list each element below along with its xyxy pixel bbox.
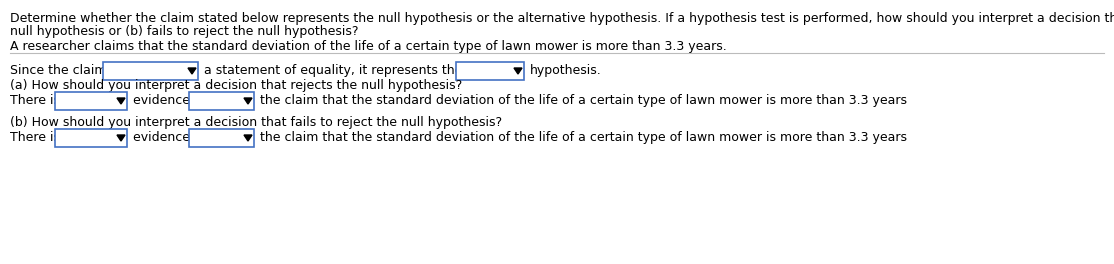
Text: (b) How should you interpret a decision that fails to reject the null hypothesis: (b) How should you interpret a decision … (10, 116, 502, 129)
FancyBboxPatch shape (55, 129, 127, 147)
Text: A researcher claims that the standard deviation of the life of a certain type of: A researcher claims that the standard de… (10, 40, 726, 53)
Text: There is: There is (10, 131, 60, 144)
Text: null hypothesis or (b) fails to reject the null hypothesis?: null hypothesis or (b) fails to reject t… (10, 25, 359, 38)
FancyBboxPatch shape (189, 92, 254, 110)
Text: the claim that the standard deviation of the life of a certain type of lawn mowe: the claim that the standard deviation of… (260, 131, 907, 144)
Polygon shape (244, 98, 252, 104)
Text: (a) How should you interpret a decision that rejects the null hypothesis?: (a) How should you interpret a decision … (10, 79, 462, 92)
Text: hypothesis.: hypothesis. (530, 64, 602, 77)
FancyBboxPatch shape (55, 92, 127, 110)
Polygon shape (244, 135, 252, 141)
Polygon shape (117, 98, 125, 104)
Text: Determine whether the claim stated below represents the null hypothesis or the a: Determine whether the claim stated below… (10, 12, 1114, 25)
Polygon shape (188, 68, 196, 74)
Text: evidence to: evidence to (133, 131, 206, 144)
FancyBboxPatch shape (456, 62, 524, 80)
Text: There is: There is (10, 94, 60, 107)
Text: the claim that the standard deviation of the life of a certain type of lawn mowe: the claim that the standard deviation of… (260, 94, 907, 107)
Text: evidence to: evidence to (133, 94, 206, 107)
Polygon shape (117, 135, 125, 141)
FancyBboxPatch shape (189, 129, 254, 147)
Polygon shape (514, 68, 522, 74)
Text: Since the claim: Since the claim (10, 64, 107, 77)
FancyBboxPatch shape (102, 62, 198, 80)
Text: a statement of equality, it represents the: a statement of equality, it represents t… (204, 64, 462, 77)
